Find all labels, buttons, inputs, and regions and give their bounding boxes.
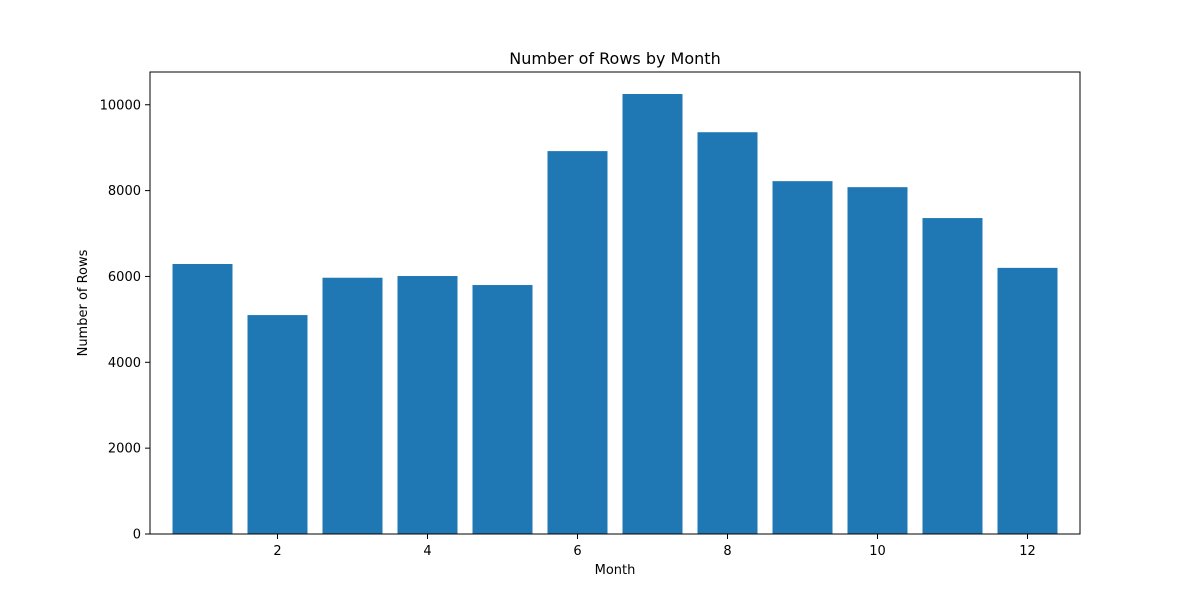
y-tick-label: 2000 bbox=[108, 442, 141, 457]
y-tick-label: 4000 bbox=[108, 356, 141, 371]
bars-group bbox=[172, 94, 1058, 535]
x-tick-label: 12 bbox=[1019, 544, 1036, 559]
bar-month-6 bbox=[547, 151, 608, 534]
bar-month-12 bbox=[997, 267, 1058, 534]
bar-month-10 bbox=[847, 187, 908, 534]
x-tick-label: 10 bbox=[869, 544, 886, 559]
bar-month-11 bbox=[922, 218, 983, 534]
y-tick-label: 6000 bbox=[108, 270, 141, 285]
y-tick-label: 10000 bbox=[100, 98, 141, 113]
x-tick-label: 6 bbox=[573, 544, 581, 559]
x-tick-label: 4 bbox=[423, 544, 431, 559]
y-tick-label: 0 bbox=[133, 528, 141, 543]
chart-title: Number of Rows by Month bbox=[509, 49, 720, 68]
bar-month-3 bbox=[322, 277, 383, 534]
bar-month-9 bbox=[772, 181, 833, 535]
plot-frame bbox=[149, 71, 1081, 535]
bar-month-4 bbox=[397, 276, 458, 534]
bar-month-5 bbox=[472, 285, 533, 534]
x-axis: 2 4 6 8 10 12 bbox=[273, 534, 1036, 559]
bar-month-8 bbox=[697, 132, 758, 534]
bar-month-1 bbox=[172, 264, 233, 534]
y-tick-label: 8000 bbox=[108, 184, 141, 199]
x-axis-title: Month bbox=[595, 563, 636, 578]
y-axis: 0 2000 4000 6000 8000 10000 bbox=[100, 98, 150, 543]
y-axis-title: Number of Rows bbox=[76, 249, 91, 356]
x-tick-label: 8 bbox=[723, 544, 731, 559]
bar-month-7 bbox=[622, 94, 683, 534]
bar-month-2 bbox=[247, 315, 308, 534]
x-tick-label: 2 bbox=[273, 544, 281, 559]
